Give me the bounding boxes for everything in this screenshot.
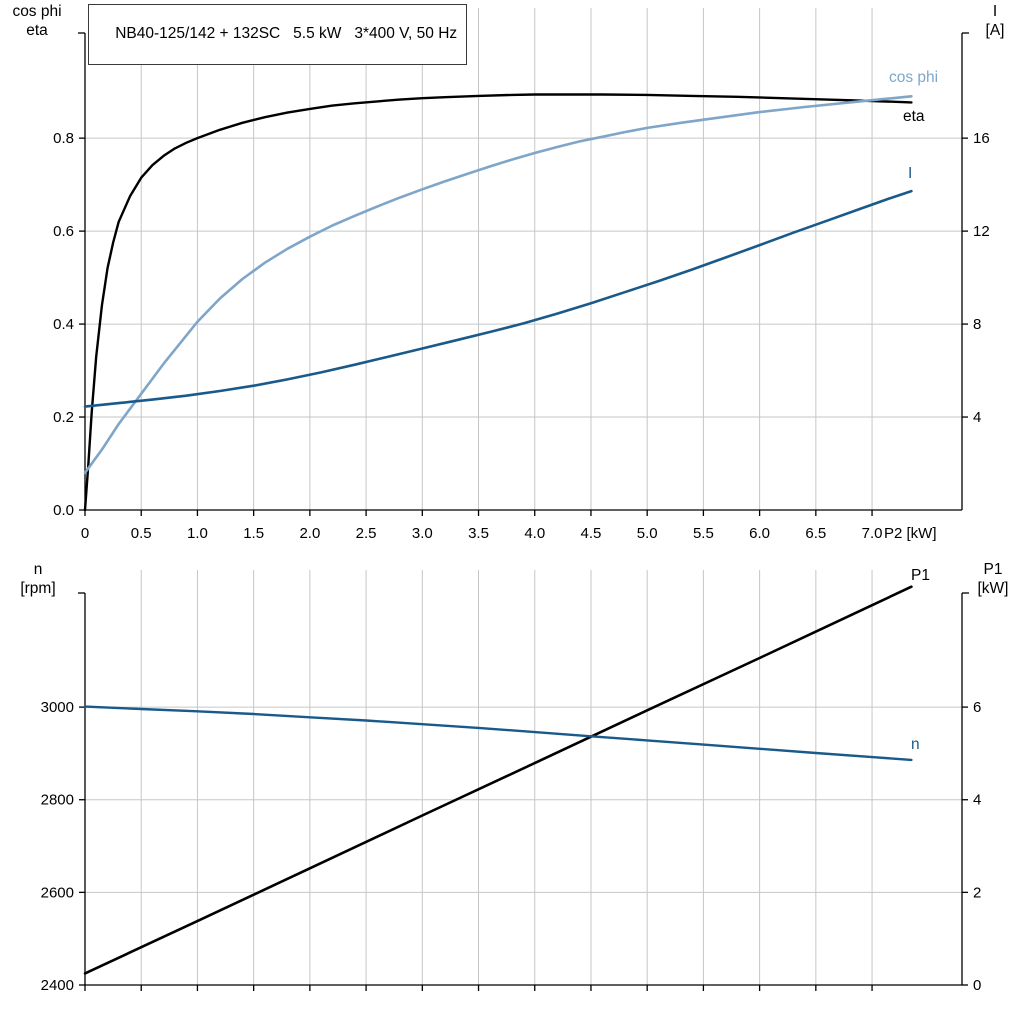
- bottom-chart-left-axis-unit: n [rpm]: [6, 560, 70, 598]
- x-tick-label: 5.5: [693, 525, 714, 542]
- x-tick-label: 3.5: [468, 525, 489, 542]
- x-axis-unit-label: P2 [kW]: [884, 525, 937, 542]
- x-tick-label: 7.0: [862, 525, 883, 542]
- curve-label-I: I: [908, 165, 912, 182]
- right-tick-label: 2: [973, 884, 981, 901]
- bottom-chart-right-axis-unit: P1 [kW]: [966, 560, 1020, 598]
- top-chart-left-axis-unit: cos phi eta: [4, 2, 70, 40]
- current-axis-label: I: [992, 3, 998, 20]
- chart-title-box: NB40-125/142 + 132SC 5.5 kW 3*400 V, 50 …: [88, 4, 468, 65]
- left-tick-label: 2800: [41, 792, 74, 809]
- left-tick-label: 2600: [41, 884, 74, 901]
- curve-label-eta: eta: [903, 108, 925, 125]
- right-tick-label: 16: [973, 130, 990, 147]
- p1-axis-label: P1: [983, 561, 1003, 578]
- kw-unit-label: [kW]: [977, 580, 1009, 597]
- eta-axis-label: eta: [26, 22, 48, 39]
- right-tick-label: 6: [973, 699, 981, 716]
- left-tick-label: 0.6: [53, 223, 74, 240]
- speed-axis-label: n: [33, 561, 43, 578]
- x-tick-label: 1.0: [187, 525, 208, 542]
- x-tick-label: 5.0: [637, 525, 658, 542]
- curve-label-P1: P1: [911, 567, 930, 584]
- ampere-unit-label: [A]: [985, 22, 1005, 39]
- right-tick-label: 12: [973, 223, 990, 240]
- x-tick-label: 4.5: [581, 525, 602, 542]
- series-line-P1: [83, 585, 913, 975]
- right-tick-label: 4: [973, 409, 981, 426]
- series-line-I: [83, 189, 913, 408]
- curve-label-n: n: [911, 736, 920, 753]
- x-tick-label: 1.5: [243, 525, 264, 542]
- x-tick-label: 6.0: [749, 525, 770, 542]
- rpm-unit-label: [rpm]: [20, 580, 56, 597]
- series-line-eta: [83, 93, 913, 512]
- left-tick-label: 0.4: [53, 316, 74, 333]
- left-tick-label: 0.2: [53, 409, 74, 426]
- x-tick-label: 0.5: [131, 525, 152, 542]
- series-line-n: [83, 705, 913, 762]
- chart-title: NB40-125/142 + 132SC 5.5 kW 3*400 V, 50 …: [115, 25, 458, 42]
- x-tick-label: 4.0: [524, 525, 545, 542]
- right-tick-label: 8: [973, 316, 981, 333]
- left-tick-label: 2400: [41, 977, 74, 994]
- x-tick-label: 6.5: [805, 525, 826, 542]
- right-tick-label: 0: [973, 977, 981, 994]
- left-tick-label: 3000: [41, 699, 74, 716]
- top-chart-right-axis-unit: I [A]: [970, 2, 1020, 40]
- x-tick-label: 3.0: [412, 525, 433, 542]
- x-tick-label: 0: [81, 525, 89, 542]
- series-line-cos-phi: [83, 95, 913, 475]
- right-tick-label: 4: [973, 792, 981, 809]
- left-tick-label: 0.0: [53, 502, 74, 519]
- curve-label-cos-phi: cos phi: [889, 69, 938, 86]
- x-tick-label: 2.5: [356, 525, 377, 542]
- cos-phi-axis-label: cos phi: [12, 3, 62, 20]
- x-tick-label: 2.0: [299, 525, 320, 542]
- left-tick-label: 0.8: [53, 130, 74, 147]
